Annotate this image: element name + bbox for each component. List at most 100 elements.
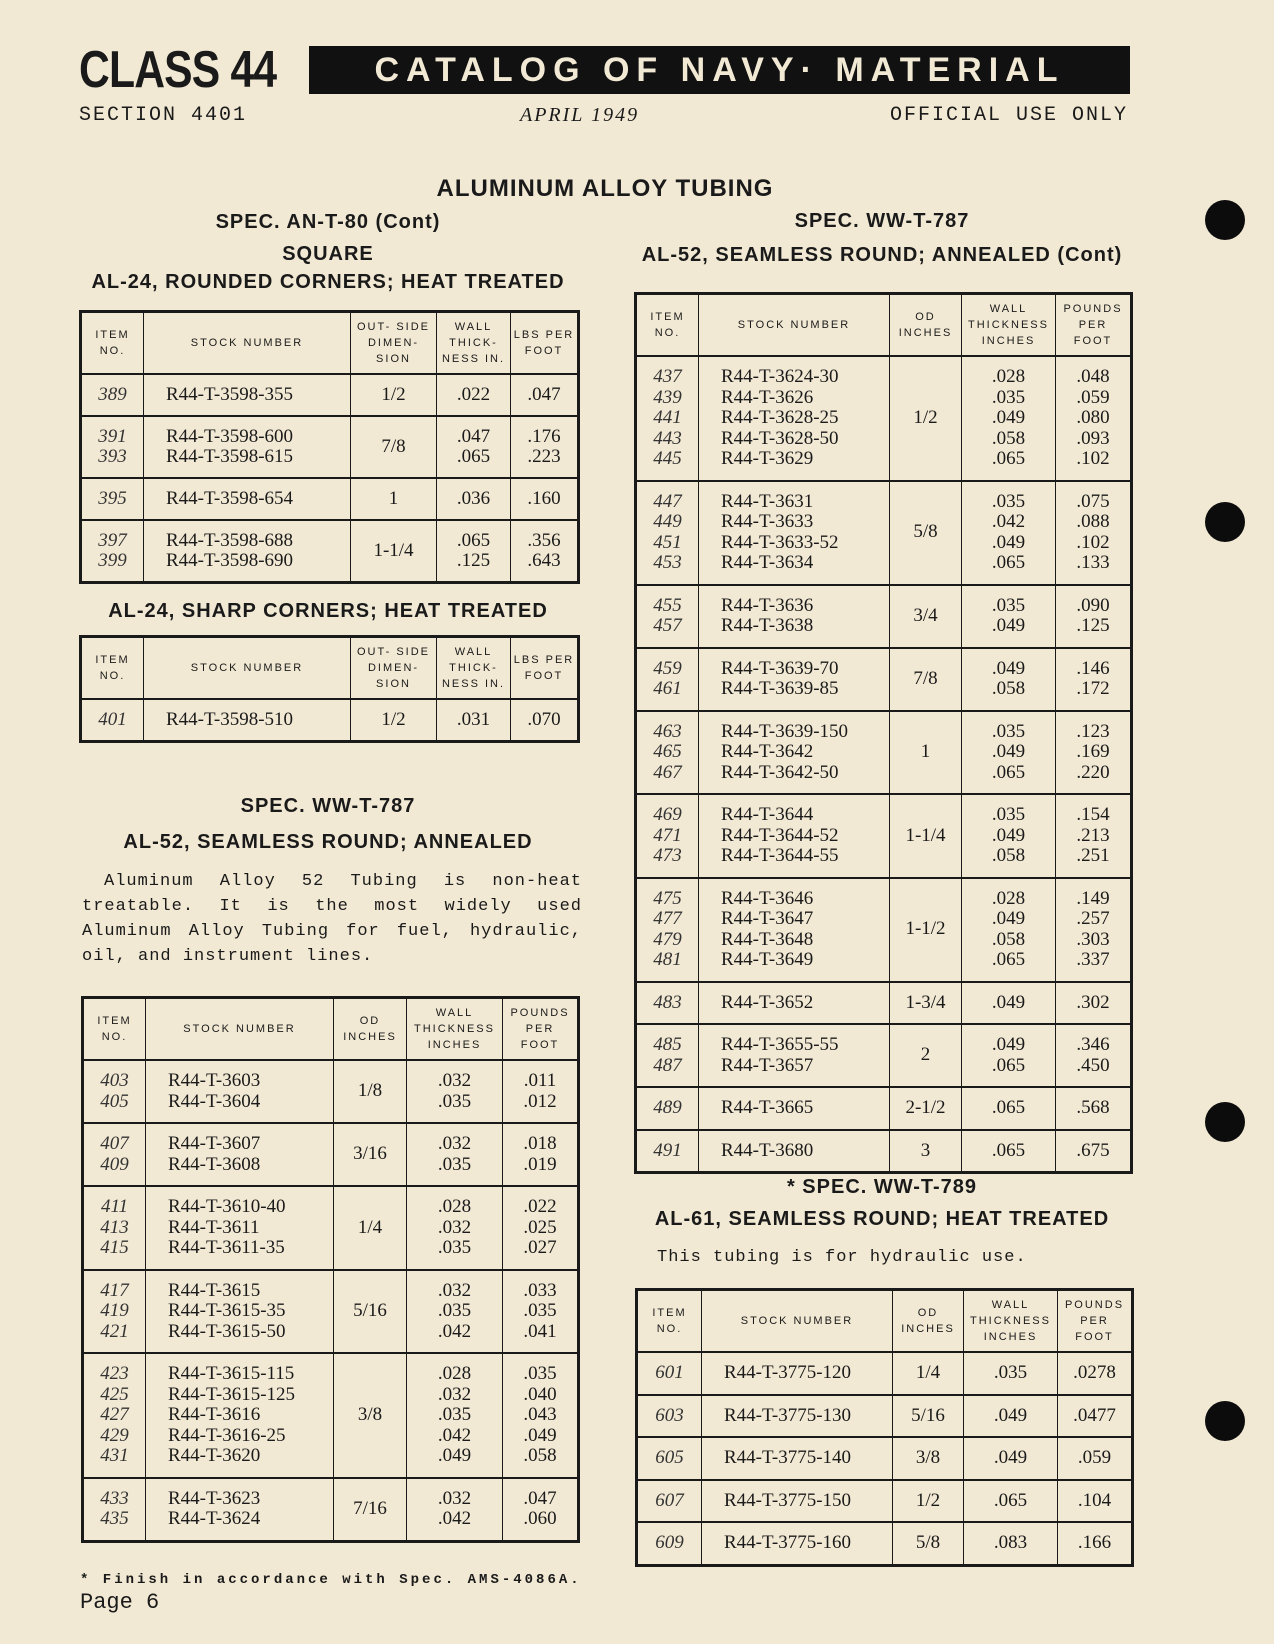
wall-thickness: .031 bbox=[456, 709, 491, 730]
stock-number: R44-T-3616-25 bbox=[168, 1424, 286, 1446]
item-number: 393 bbox=[98, 446, 127, 467]
stock-number: R44-T-3598-355 bbox=[166, 384, 294, 405]
wall-thickness: .049 bbox=[991, 741, 1026, 762]
wall-thickness: .125 bbox=[456, 550, 491, 571]
pounds-per-foot: .075 bbox=[1076, 490, 1110, 512]
item-number: 453 bbox=[653, 552, 682, 573]
stock-number: R44-T-3639-70 bbox=[721, 657, 839, 679]
stock-number: R44-T-3665 bbox=[721, 1097, 814, 1118]
od-value-cell: 1/2 bbox=[889, 355, 962, 481]
table-header-row: ITEM NO. STOCK NUMBER OUT- SIDE DIMEN- SIO… bbox=[80, 311, 579, 375]
item-number-cell: 463 465 467 bbox=[635, 709, 699, 795]
pounds-per-foot: .146 bbox=[1076, 657, 1110, 679]
pounds-per-foot: .080 bbox=[1076, 407, 1110, 428]
stock-number: R44-T-3626 bbox=[721, 386, 814, 408]
wall-thickness-cell: .035.049 bbox=[961, 583, 1056, 648]
wall-thickness-cell: .028.032.035.042.049 bbox=[406, 1352, 503, 1478]
wall-thickness: .065 bbox=[993, 1489, 1028, 1511]
item-number-cell: 407 409 bbox=[82, 1122, 146, 1187]
pounds-per-foot-cell: .018.019 bbox=[502, 1122, 579, 1187]
square-heading: SQUARE bbox=[282, 243, 374, 265]
wall-thickness: .049 bbox=[991, 657, 1026, 679]
pounds-per-foot-cell: .104 bbox=[1057, 1478, 1133, 1523]
wall-thickness: .035 bbox=[437, 1300, 472, 1321]
stock-number-cell: R44-T-3624-30 R44-T-3626 R44-T-3628-25 R44-… bbox=[698, 355, 890, 481]
od-value-cell: 3 bbox=[889, 1128, 962, 1173]
pounds-per-foot: .048 bbox=[1076, 366, 1110, 387]
stock-number-cell: R44-T-3598-510 bbox=[143, 698, 351, 742]
wall-thickness: .022 bbox=[456, 384, 491, 405]
pounds-per-foot: .675 bbox=[1076, 1139, 1110, 1161]
pounds-per-foot-cell: .059 bbox=[1057, 1436, 1133, 1480]
wall-thickness: .032 bbox=[437, 1383, 472, 1405]
al52-heading: AL-52, SEAMLESS ROUND; ANNEALED bbox=[123, 831, 533, 853]
stock-number: R44-T-3620 bbox=[168, 1445, 261, 1466]
item-no-header: ITEM NO. bbox=[635, 293, 699, 357]
al52-cont-heading: AL-52, SEAMLESS ROUND; ANNEALED (Cont) bbox=[641, 244, 1123, 266]
item-number-cell: 609 bbox=[636, 1521, 702, 1566]
item-number: 419 bbox=[100, 1300, 129, 1321]
stock-number: R44-T-3604 bbox=[168, 1090, 261, 1112]
table-row: 609 R44-T-3775-160 5/8 .083 .166 bbox=[636, 1521, 1133, 1566]
pounds-per-foot: .0477 bbox=[1073, 1404, 1116, 1426]
wall-thickness: .058 bbox=[991, 678, 1026, 699]
pounds-per-foot: .356 bbox=[527, 530, 561, 551]
stock-number-cell: R44-T-3598-355 bbox=[143, 373, 351, 417]
od-value-cell: 5/16 bbox=[892, 1393, 964, 1438]
item-number: 391 bbox=[98, 426, 127, 447]
item-number: 483 bbox=[653, 991, 682, 1013]
stock-number: R44-T-3608 bbox=[168, 1153, 261, 1175]
pounds-per-foot: .257 bbox=[1076, 908, 1110, 929]
item-number-cell: 483 bbox=[635, 980, 699, 1025]
stock-number-cell: R44-T-3652 bbox=[698, 980, 890, 1025]
stock-number: R44-T-3628-50 bbox=[721, 427, 839, 449]
od-value-cell: 1-1/4 bbox=[889, 793, 962, 878]
stock-number-cell: R44-T-3775-160 bbox=[701, 1521, 893, 1566]
item-number: 447 bbox=[653, 490, 682, 512]
stock-number: R44-T-3655-55 bbox=[721, 1034, 839, 1055]
pounds-per-foot-cell: .022.025.027 bbox=[502, 1185, 579, 1270]
pounds-per-foot: .104 bbox=[1077, 1489, 1112, 1511]
pounds-per-foot: .011 bbox=[523, 1070, 557, 1091]
item-number: 485 bbox=[653, 1034, 682, 1055]
od-value-cell: 5/8 bbox=[892, 1521, 964, 1566]
stock-number-header: STOCK NUMBER bbox=[143, 636, 351, 700]
page-title: ALUMINUM ALLOY TUBING bbox=[436, 175, 774, 202]
pounds-per-foot: .166 bbox=[1077, 1532, 1112, 1553]
item-number: 443 bbox=[653, 427, 682, 449]
wall-thickness-cell: .035.049.065 bbox=[961, 709, 1056, 795]
date-label: APRIL 1949 bbox=[520, 104, 640, 126]
wall-thickness-header: WALL THICKNESS INCHES bbox=[963, 1289, 1058, 1353]
stock-number-cell: R44-T-3603 R44-T-3604 bbox=[145, 1059, 334, 1124]
pounds-per-foot-cell: .048.059.080.093.102 bbox=[1055, 355, 1132, 481]
pounds-per-foot: .102 bbox=[1076, 531, 1110, 553]
wall-thickness-cell: .035.042.049.065 bbox=[961, 479, 1056, 585]
wall-thickness: .042 bbox=[437, 1320, 472, 1342]
od-value-cell: 5/16 bbox=[333, 1268, 407, 1354]
wall-thickness: .049 bbox=[991, 615, 1026, 636]
table-row: 437 439 441 443 445 R44-T-3624-30 R44-T-3626 R4… bbox=[635, 355, 1132, 481]
pounds-per-foot-cell: .568 bbox=[1055, 1086, 1132, 1130]
stock-number-cell: R44-T-3610-40 R44-T-3611 R44-T-3611-35 bbox=[145, 1185, 334, 1270]
table-row: 447 449 451 453 R44-T-3631 R44-T-3633 R44-T-36… bbox=[635, 479, 1132, 585]
table-header-row: ITEM NO. STOCK NUMBER OD INCHES WALL THICKN… bbox=[82, 997, 579, 1061]
weight-header: LBS PER FOOT bbox=[510, 636, 579, 700]
al24-sharp-table: ITEM NO. STOCK NUMBER OUT- SIDE DIMEN- SIO… bbox=[79, 635, 580, 743]
table-row: 401 R44-T-3598-510 1/2 .031 .070 bbox=[80, 698, 579, 742]
pounds-per-foot-cell: .035.040.043.049.058 bbox=[502, 1352, 579, 1478]
pounds-per-foot: .149 bbox=[1076, 887, 1110, 909]
pounds-per-foot-cell: .075.088.102.133 bbox=[1055, 479, 1132, 585]
item-number: 423 bbox=[100, 1363, 129, 1384]
pounds-per-foot: .0278 bbox=[1073, 1362, 1116, 1383]
stock-number: R44-T-3642 bbox=[721, 741, 814, 762]
wall-thickness: .065 bbox=[991, 949, 1026, 970]
wall-thickness: .049 bbox=[991, 1034, 1026, 1055]
stock-number-cell: R44-T-3636 R44-T-3638 bbox=[698, 583, 890, 648]
item-number: 425 bbox=[100, 1383, 129, 1405]
stock-number-cell: R44-T-3775-150 bbox=[701, 1478, 893, 1523]
od-value-cell: 2 bbox=[889, 1023, 962, 1088]
wall-thickness-header: WALL THICK- NESS IN. bbox=[436, 311, 511, 375]
stock-number-cell: R44-T-3665 bbox=[698, 1086, 890, 1130]
catalog-banner: CATALOG OF NAVY· MATERIAL bbox=[309, 46, 1130, 94]
pounds-per-foot: .059 bbox=[1076, 386, 1110, 408]
